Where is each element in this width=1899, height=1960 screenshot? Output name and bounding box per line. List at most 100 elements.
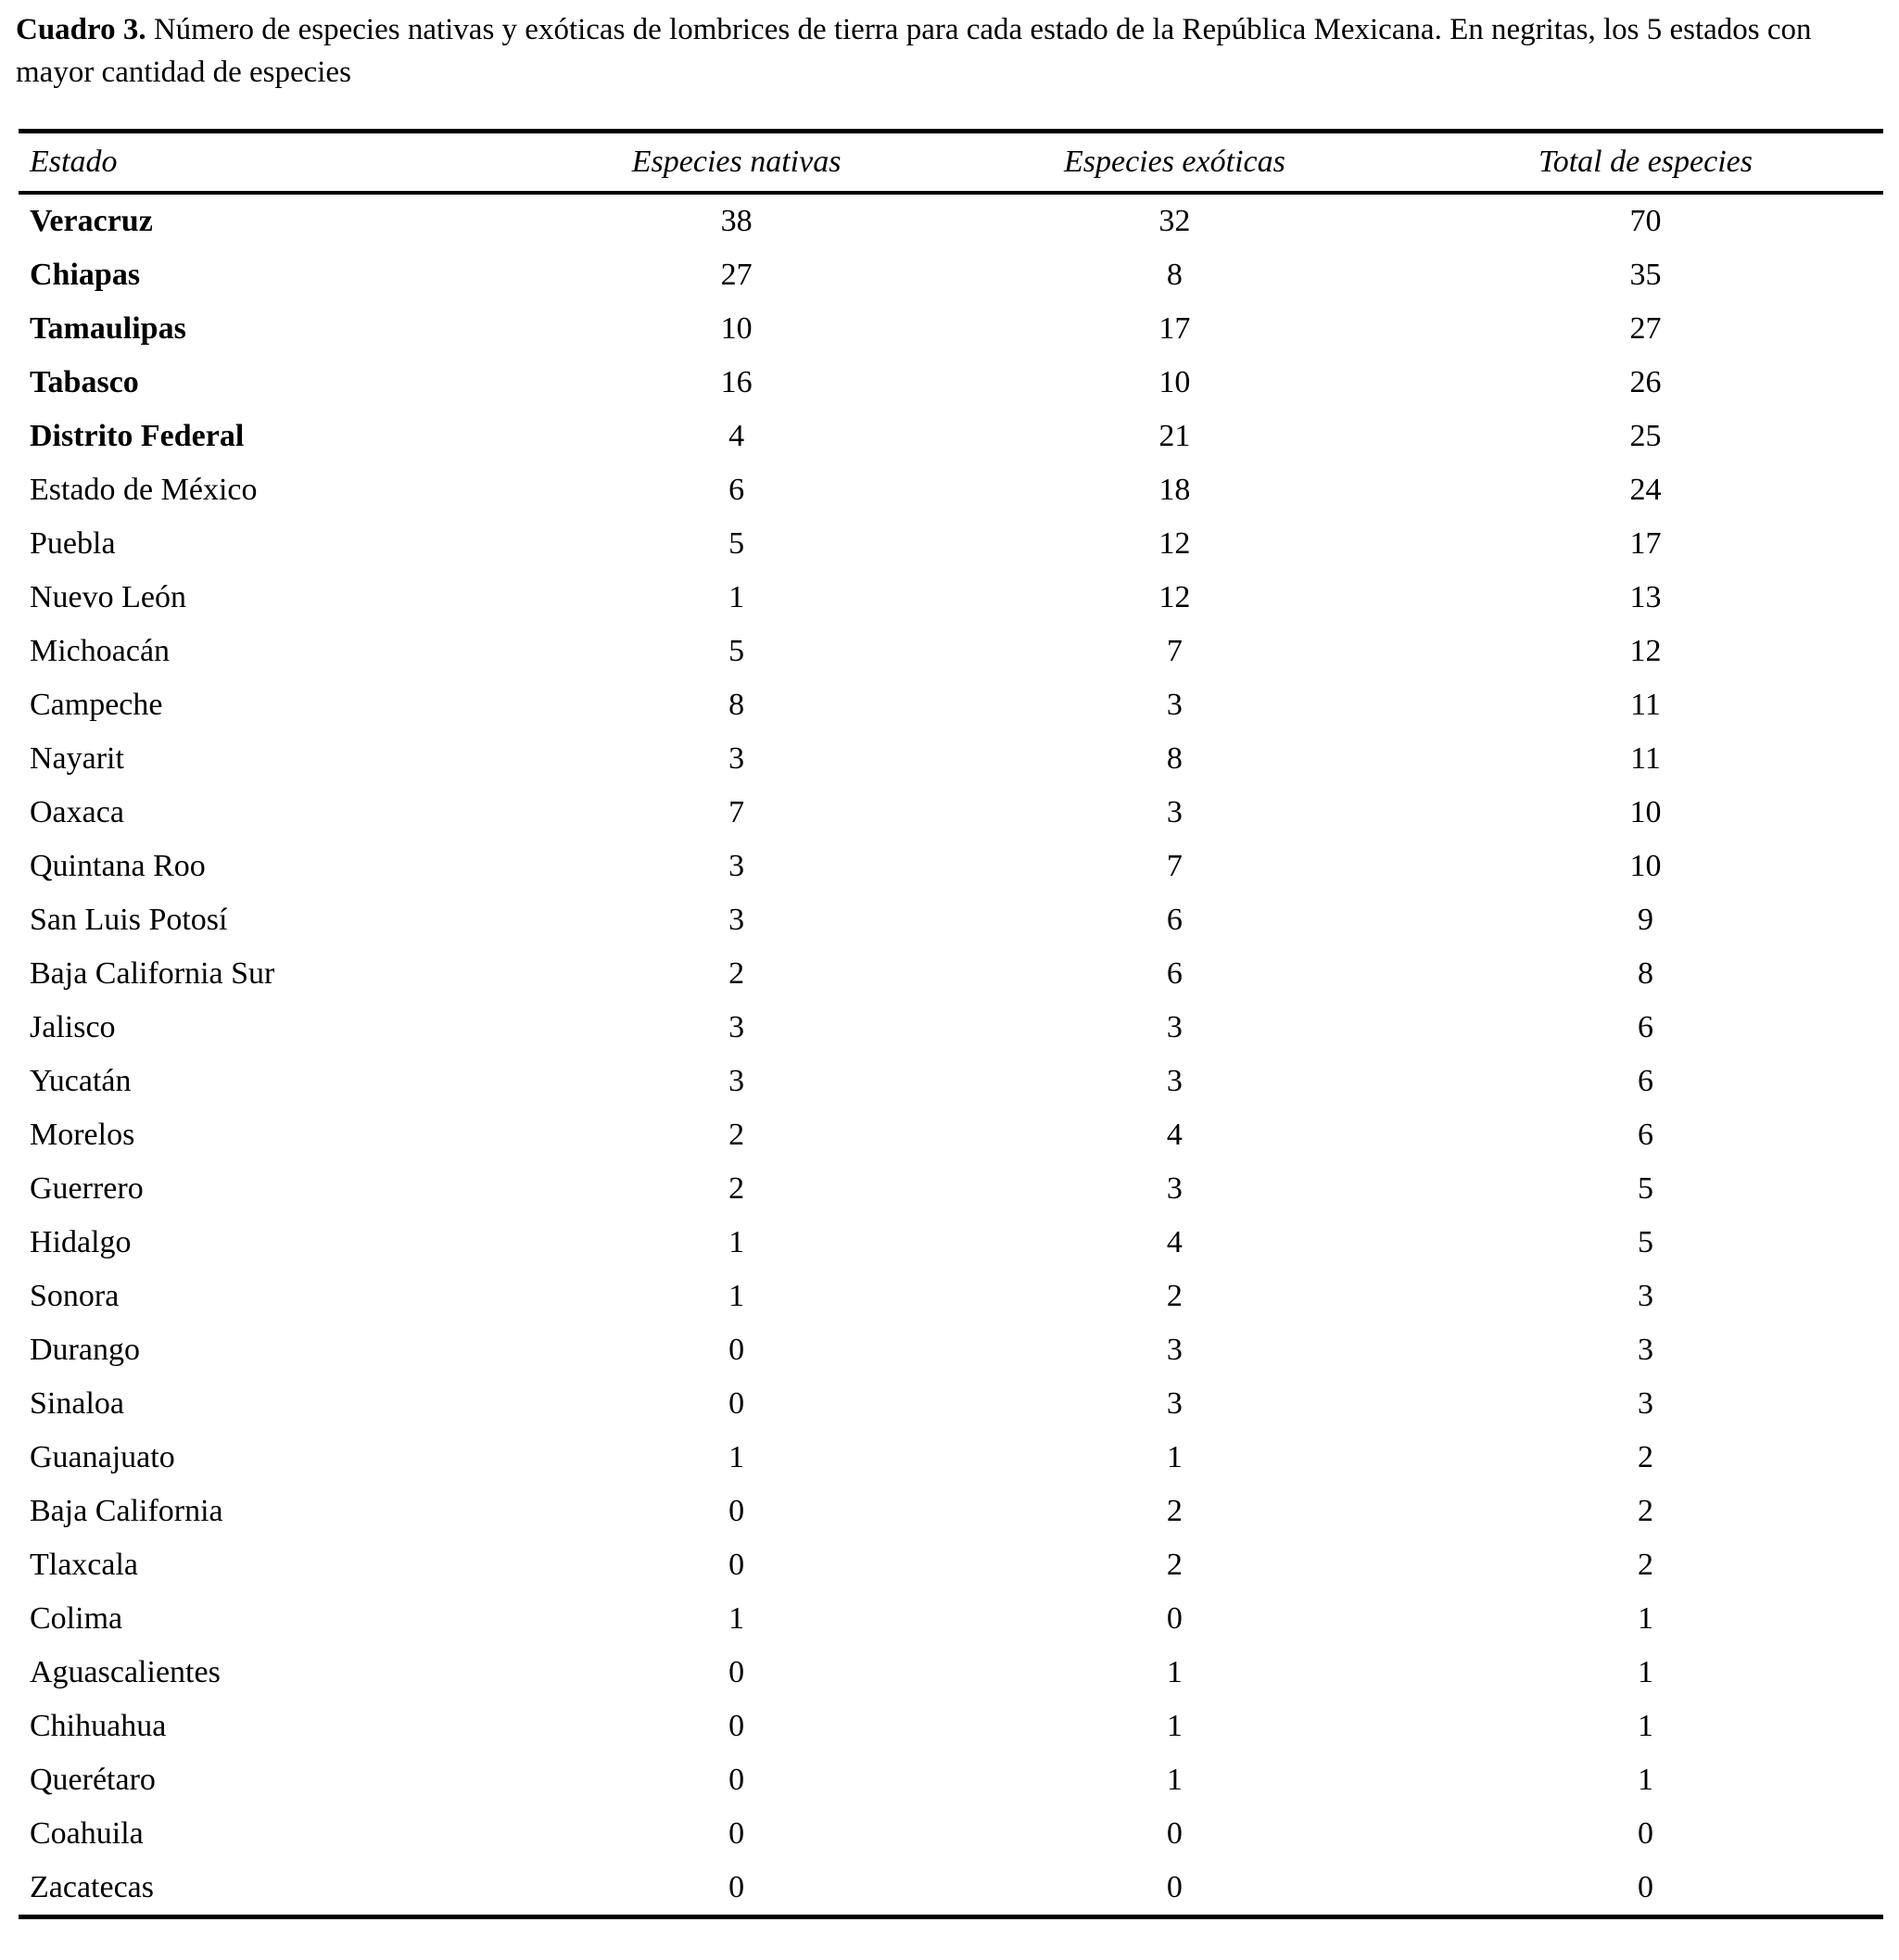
native-species-count: 7 — [728, 795, 745, 830]
state-name: Veracruz — [30, 204, 153, 239]
native-species-count: 1 — [728, 1440, 745, 1475]
table-row: Chihuahua 0 1 1 — [19, 1700, 1883, 1753]
native-species-count: 0 — [728, 1548, 745, 1583]
native-species-count: 1 — [728, 1601, 745, 1637]
column-header-especies-exoticas: Especies exóticas — [941, 131, 1408, 196]
table-row: Guerrero 2 3 5 — [19, 1162, 1883, 1216]
table-row: Durango 0 3 3 — [19, 1323, 1883, 1377]
state-name: Aguascalientes — [30, 1655, 221, 1690]
state-name: Durango — [30, 1333, 140, 1368]
exotic-species-count: 21 — [1158, 419, 1191, 454]
native-species-count: 0 — [728, 1494, 745, 1529]
exotic-species-count: 7 — [1166, 634, 1183, 669]
state-name: Sonora — [30, 1279, 120, 1314]
total-species-count: 17 — [1629, 526, 1662, 562]
state-name: Hidalgo — [30, 1225, 132, 1260]
native-species-count: 3 — [728, 1010, 745, 1045]
exotic-species-count: 3 — [1166, 1064, 1183, 1099]
table-row: Aguascalientes 0 1 1 — [19, 1646, 1883, 1700]
state-name: Morelos — [30, 1118, 135, 1153]
total-species-count: 3 — [1637, 1279, 1653, 1314]
native-species-count: 2 — [728, 1171, 745, 1207]
document-page: Cuadro 3. Número de especies nativas y e… — [16, 9, 1883, 1920]
state-name: Tabasco — [30, 365, 139, 400]
exotic-species-count: 18 — [1158, 473, 1191, 508]
table-row: Chiapas 27 8 35 — [19, 248, 1883, 302]
table-row: Guanajuato 1 1 2 — [19, 1431, 1883, 1485]
native-species-count: 10 — [720, 311, 753, 347]
native-species-count: 2 — [728, 1118, 745, 1153]
state-name: Quintana Roo — [30, 849, 206, 884]
table-row: Campeche 8 3 11 — [19, 678, 1883, 732]
table-row: Baja California Sur 2 6 8 — [19, 947, 1883, 1001]
table-row: Querétaro 0 1 1 — [19, 1753, 1883, 1807]
total-species-count: 6 — [1637, 1010, 1653, 1045]
table-row: Yucatán 3 3 6 — [19, 1055, 1883, 1108]
total-species-count: 5 — [1637, 1171, 1653, 1207]
state-name: Tlaxcala — [30, 1548, 139, 1583]
state-name: Nuevo León — [30, 580, 187, 615]
state-name: Colima — [30, 1601, 123, 1637]
state-name: Distrito Federal — [30, 419, 245, 454]
column-header-estado: Estado — [19, 131, 532, 196]
table-row: Oaxaca 7 3 10 — [19, 786, 1883, 840]
exotic-species-count: 3 — [1166, 1171, 1183, 1207]
total-species-count: 1 — [1637, 1763, 1653, 1798]
total-species-count: 1 — [1637, 1601, 1653, 1637]
table-row: Nayarit 3 8 11 — [19, 732, 1883, 786]
exotic-species-count: 0 — [1166, 1870, 1183, 1905]
total-species-count: 5 — [1637, 1225, 1653, 1260]
exotic-species-count: 10 — [1158, 365, 1191, 400]
native-species-count: 3 — [728, 849, 745, 884]
state-name: Guanajuato — [30, 1440, 175, 1475]
table-row: Tamaulipas 10 17 27 — [19, 302, 1883, 356]
exotic-species-count: 1 — [1166, 1763, 1183, 1798]
total-species-count: 8 — [1637, 956, 1653, 992]
native-species-count: 16 — [720, 365, 753, 400]
column-header-total-de-especies: Total de especies — [1407, 131, 1883, 196]
table-row: Sonora 1 2 3 — [19, 1270, 1883, 1323]
state-name: Chihuahua — [30, 1709, 167, 1744]
exotic-species-count: 8 — [1166, 258, 1183, 293]
exotic-species-count: 32 — [1158, 204, 1191, 239]
table-row: Nuevo León 1 12 13 — [19, 571, 1883, 625]
exotic-species-count: 4 — [1166, 1225, 1183, 1260]
table-row: Tlaxcala 0 2 2 — [19, 1538, 1883, 1592]
native-species-count: 0 — [728, 1333, 745, 1368]
table-caption: Cuadro 3. Número de especies nativas y e… — [16, 9, 1883, 94]
state-name: Querétaro — [30, 1763, 156, 1798]
table-row: Colima 1 0 1 — [19, 1592, 1883, 1646]
exotic-species-count: 0 — [1166, 1601, 1183, 1637]
exotic-species-count: 2 — [1166, 1494, 1183, 1529]
total-species-count: 10 — [1629, 849, 1662, 884]
exotic-species-count: 1 — [1166, 1440, 1183, 1475]
table-row: Sinaloa 0 3 3 — [19, 1377, 1883, 1431]
exotic-species-count: 3 — [1166, 1010, 1183, 1045]
native-species-count: 0 — [728, 1655, 745, 1690]
state-name: Baja California Sur — [30, 956, 275, 992]
state-name: Yucatán — [30, 1064, 132, 1099]
total-species-count: 1 — [1637, 1655, 1653, 1690]
state-name: Zacatecas — [30, 1870, 154, 1905]
total-species-count: 11 — [1630, 688, 1661, 723]
exotic-species-count: 2 — [1166, 1279, 1183, 1314]
state-name: Estado de México — [30, 473, 258, 508]
header-row: Estado Especies nativas Especies exótica… — [19, 131, 1883, 196]
table-row: Morelos 2 4 6 — [19, 1108, 1883, 1162]
native-species-count: 1 — [728, 580, 745, 615]
native-species-count: 5 — [728, 634, 745, 669]
total-species-count: 25 — [1629, 419, 1662, 454]
state-name: Guerrero — [30, 1171, 144, 1207]
table-row: Tabasco 16 10 26 — [19, 356, 1883, 410]
native-species-count: 0 — [728, 1763, 745, 1798]
exotic-species-count: 1 — [1166, 1655, 1183, 1690]
total-species-count: 2 — [1637, 1440, 1653, 1475]
total-species-count: 0 — [1637, 1870, 1653, 1905]
exotic-species-count: 17 — [1158, 311, 1191, 347]
native-species-count: 27 — [720, 258, 753, 293]
total-species-count: 9 — [1637, 903, 1653, 938]
native-species-count: 1 — [728, 1279, 745, 1314]
native-species-count: 4 — [728, 419, 745, 454]
total-species-count: 10 — [1629, 795, 1662, 830]
exotic-species-count: 3 — [1166, 688, 1183, 723]
